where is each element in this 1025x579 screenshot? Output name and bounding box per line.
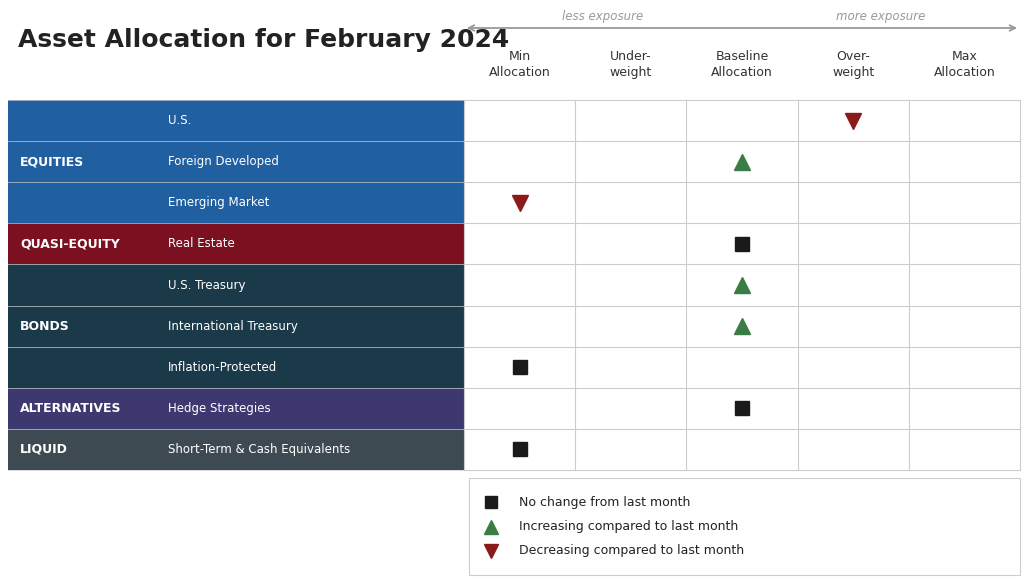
Text: Asset Allocation for February 2024: Asset Allocation for February 2024 xyxy=(18,28,509,52)
Text: Short-Term & Cash Equivalents: Short-Term & Cash Equivalents xyxy=(168,443,351,456)
Text: Foreign Developed: Foreign Developed xyxy=(168,155,279,168)
Text: Under-
weight: Under- weight xyxy=(610,50,652,79)
Text: ALTERNATIVES: ALTERNATIVES xyxy=(20,402,122,415)
Text: Real Estate: Real Estate xyxy=(168,237,235,250)
Text: EQUITIES: EQUITIES xyxy=(20,155,84,168)
Text: LIQUID: LIQUID xyxy=(20,443,68,456)
Text: QUASI-EQUITY: QUASI-EQUITY xyxy=(20,237,120,250)
Text: Baseline
Allocation: Baseline Allocation xyxy=(711,50,773,79)
Bar xyxy=(8,429,464,470)
Text: Min
Allocation: Min Allocation xyxy=(489,50,550,79)
Text: U.S.: U.S. xyxy=(168,114,192,127)
Text: International Treasury: International Treasury xyxy=(168,320,298,332)
Text: BONDS: BONDS xyxy=(20,320,70,332)
Bar xyxy=(469,478,1020,575)
Bar xyxy=(464,100,1020,470)
Text: more exposure: more exposure xyxy=(836,10,926,23)
Text: Decreasing compared to last month: Decreasing compared to last month xyxy=(519,544,744,557)
Text: Max
Allocation: Max Allocation xyxy=(934,50,995,79)
Text: Hedge Strategies: Hedge Strategies xyxy=(168,402,271,415)
Text: Emerging Market: Emerging Market xyxy=(168,196,270,209)
Bar xyxy=(8,388,464,429)
Text: No change from last month: No change from last month xyxy=(519,496,691,509)
Bar xyxy=(8,223,464,265)
Text: Increasing compared to last month: Increasing compared to last month xyxy=(519,520,738,533)
Text: U.S. Treasury: U.S. Treasury xyxy=(168,278,246,291)
Bar xyxy=(8,265,464,388)
Text: Inflation-Protected: Inflation-Protected xyxy=(168,361,277,373)
Text: less exposure: less exposure xyxy=(563,10,644,23)
Text: Over-
weight: Over- weight xyxy=(832,50,874,79)
Bar xyxy=(8,100,464,223)
